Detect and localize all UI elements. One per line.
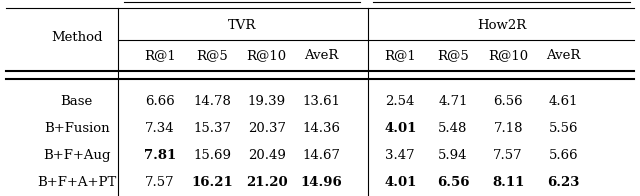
- Text: 6.56: 6.56: [493, 95, 523, 108]
- Text: 7.57: 7.57: [493, 149, 523, 162]
- Text: R@1: R@1: [385, 49, 416, 62]
- Text: 6.23: 6.23: [547, 176, 580, 189]
- Text: R@1: R@1: [144, 49, 176, 62]
- Text: 21.20: 21.20: [246, 176, 287, 189]
- Text: B+Fusion: B+Fusion: [44, 122, 109, 135]
- Text: 15.69: 15.69: [193, 149, 231, 162]
- Text: Base: Base: [61, 95, 93, 108]
- Text: 14.78: 14.78: [193, 95, 231, 108]
- Text: 13.61: 13.61: [302, 95, 340, 108]
- Text: R@10: R@10: [488, 49, 528, 62]
- Text: AveR: AveR: [546, 49, 580, 62]
- Text: 4.01: 4.01: [384, 176, 417, 189]
- Text: 7.18: 7.18: [493, 122, 523, 135]
- Text: 2.54: 2.54: [385, 95, 415, 108]
- Text: AveR: AveR: [304, 49, 339, 62]
- Text: 20.49: 20.49: [248, 149, 285, 162]
- Text: B+F+A+PT: B+F+A+PT: [37, 176, 116, 189]
- Text: 5.94: 5.94: [438, 149, 468, 162]
- Text: 5.48: 5.48: [438, 122, 468, 135]
- Text: 7.57: 7.57: [145, 176, 175, 189]
- Text: 5.56: 5.56: [548, 122, 578, 135]
- Text: 14.36: 14.36: [302, 122, 340, 135]
- Text: 16.21: 16.21: [191, 176, 233, 189]
- Text: 8.11: 8.11: [492, 176, 524, 189]
- Text: B+F+Aug: B+F+Aug: [43, 149, 110, 162]
- Text: 5.66: 5.66: [548, 149, 578, 162]
- Text: 19.39: 19.39: [248, 95, 285, 108]
- Text: R@5: R@5: [437, 49, 469, 62]
- Text: R@5: R@5: [196, 49, 228, 62]
- Text: TVR: TVR: [228, 19, 256, 33]
- Text: 4.01: 4.01: [384, 122, 417, 135]
- Text: 15.37: 15.37: [193, 122, 231, 135]
- Text: 7.34: 7.34: [145, 122, 175, 135]
- Text: 14.96: 14.96: [300, 176, 342, 189]
- Text: 4.61: 4.61: [548, 95, 578, 108]
- Text: 3.47: 3.47: [385, 149, 415, 162]
- Text: 14.67: 14.67: [302, 149, 340, 162]
- Text: 20.37: 20.37: [248, 122, 285, 135]
- Text: 4.71: 4.71: [438, 95, 468, 108]
- Text: 6.56: 6.56: [436, 176, 469, 189]
- Text: How2R: How2R: [477, 19, 527, 33]
- Text: 6.66: 6.66: [145, 95, 175, 108]
- Text: R@10: R@10: [246, 49, 287, 62]
- Text: Method: Method: [51, 31, 102, 44]
- Text: 7.81: 7.81: [144, 149, 176, 162]
